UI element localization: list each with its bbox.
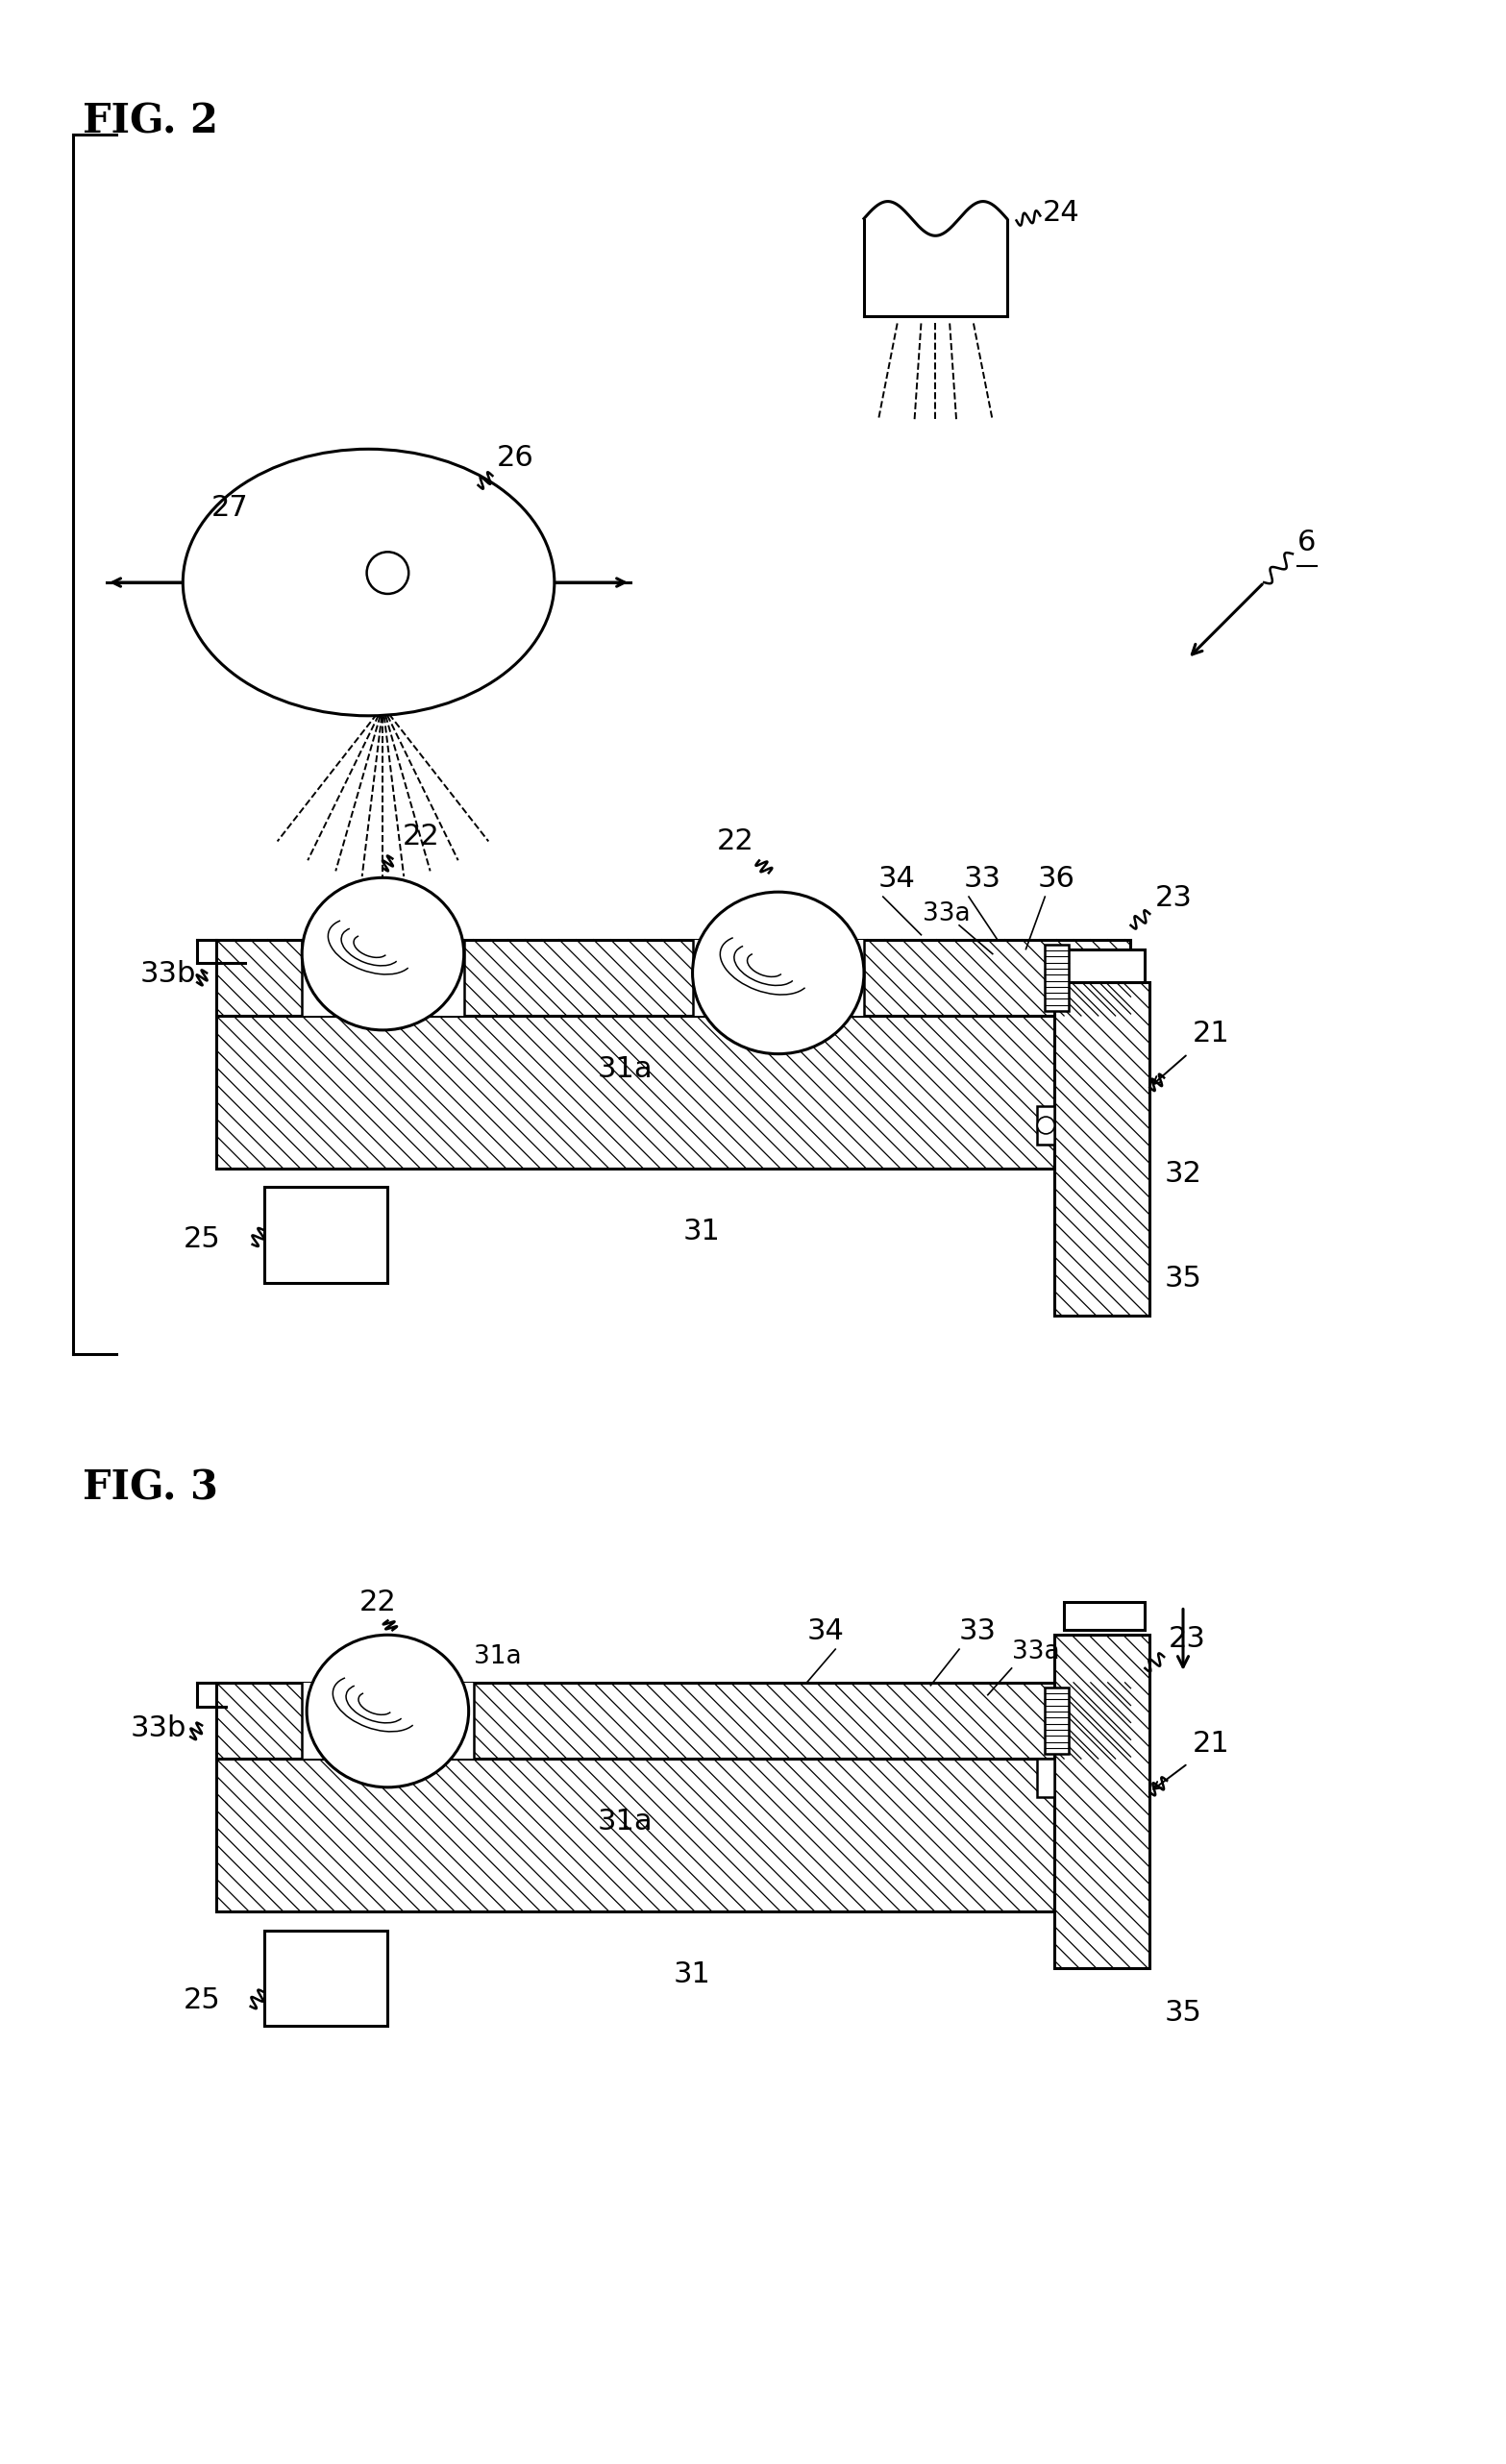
Polygon shape: [217, 939, 1131, 1015]
Text: 23: 23: [1155, 885, 1191, 912]
Text: 26: 26: [497, 444, 533, 473]
Polygon shape: [264, 1188, 387, 1281]
Polygon shape: [217, 1759, 1054, 1912]
Circle shape: [1038, 1116, 1054, 1133]
Text: 21: 21: [1193, 1730, 1230, 1757]
Circle shape: [367, 552, 408, 594]
Text: 35: 35: [1164, 1264, 1202, 1294]
Text: 33: 33: [959, 1616, 997, 1646]
Polygon shape: [1038, 1759, 1054, 1796]
Text: 33: 33: [964, 865, 1001, 892]
Polygon shape: [217, 1015, 1054, 1168]
Text: 27: 27: [211, 493, 248, 522]
Text: 31: 31: [684, 1217, 720, 1244]
Text: 33b: 33b: [131, 1715, 187, 1742]
Text: 33a: 33a: [923, 902, 971, 926]
Polygon shape: [1045, 1688, 1069, 1754]
Polygon shape: [1054, 983, 1149, 1316]
Polygon shape: [303, 939, 464, 1015]
Text: 25: 25: [182, 1225, 220, 1254]
Text: 24: 24: [1042, 200, 1080, 227]
Text: 32: 32: [1164, 1161, 1202, 1188]
Text: 6: 6: [1297, 527, 1316, 557]
Polygon shape: [1045, 944, 1069, 1010]
Ellipse shape: [303, 877, 464, 1030]
Polygon shape: [1054, 1636, 1149, 1969]
Text: 31a: 31a: [598, 1809, 652, 1836]
Text: 34: 34: [807, 1616, 845, 1646]
Polygon shape: [1065, 1602, 1145, 1631]
Text: FIG. 3: FIG. 3: [83, 1469, 218, 1508]
Text: 36: 36: [1038, 865, 1075, 892]
Text: 33a: 33a: [1012, 1639, 1059, 1666]
Polygon shape: [693, 939, 864, 1015]
Text: 33b: 33b: [140, 961, 196, 988]
Polygon shape: [264, 1929, 387, 2025]
Text: 22: 22: [358, 1589, 396, 1616]
Polygon shape: [217, 1683, 1131, 1759]
Text: 35: 35: [1164, 1998, 1202, 2025]
Text: 34: 34: [878, 865, 916, 892]
Text: 31a: 31a: [598, 1055, 652, 1084]
Ellipse shape: [693, 892, 864, 1055]
Polygon shape: [1065, 949, 1145, 983]
Text: 25: 25: [182, 1986, 220, 2013]
Text: FIG. 2: FIG. 2: [83, 101, 218, 143]
Text: 23: 23: [1169, 1626, 1206, 1653]
Ellipse shape: [182, 448, 554, 715]
Text: 21: 21: [1193, 1020, 1230, 1047]
Text: 31a: 31a: [473, 1643, 521, 1668]
Polygon shape: [1038, 1106, 1054, 1143]
Text: 22: 22: [402, 823, 440, 850]
Polygon shape: [303, 1683, 473, 1759]
Text: 22: 22: [717, 828, 753, 855]
Ellipse shape: [307, 1636, 468, 1786]
Text: 31: 31: [673, 1961, 711, 1988]
